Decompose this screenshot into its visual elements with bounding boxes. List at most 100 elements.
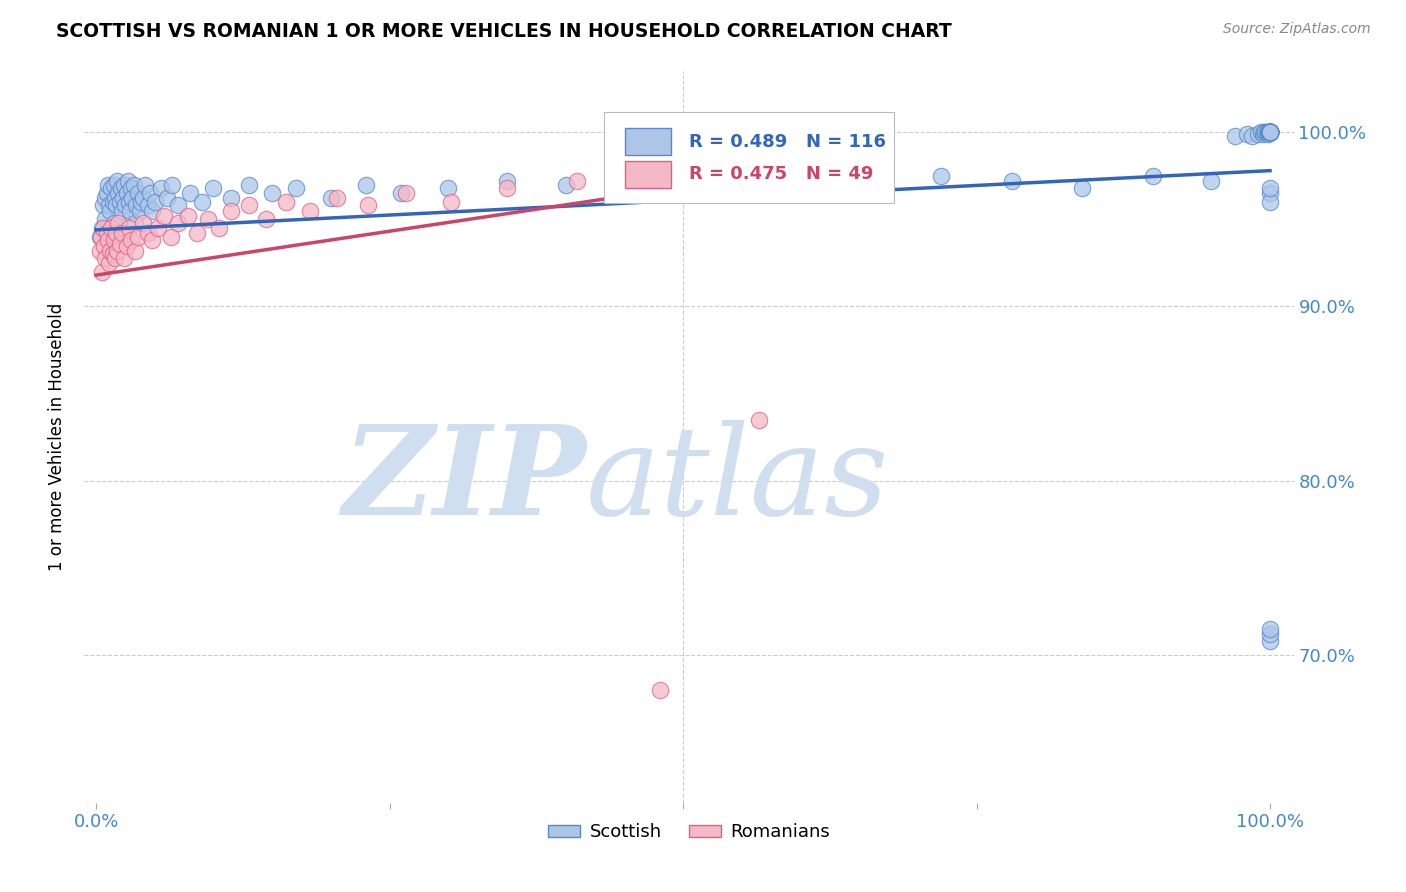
Point bbox=[96, 227, 118, 241]
Point bbox=[238, 178, 260, 192]
Point bbox=[440, 194, 463, 209]
Point bbox=[112, 192, 135, 206]
Point bbox=[108, 236, 131, 251]
Point bbox=[124, 244, 146, 258]
Point bbox=[127, 229, 149, 244]
Point bbox=[91, 221, 114, 235]
Point bbox=[104, 192, 127, 206]
FancyBboxPatch shape bbox=[624, 161, 671, 188]
Point bbox=[1254, 125, 1277, 139]
Point bbox=[1258, 181, 1281, 195]
Point bbox=[1258, 125, 1281, 139]
Legend: Scottish, Romanians: Scottish, Romanians bbox=[541, 816, 837, 848]
Point bbox=[91, 221, 114, 235]
Point bbox=[167, 198, 190, 212]
Point bbox=[103, 233, 125, 247]
Point bbox=[98, 256, 121, 270]
Point bbox=[262, 186, 284, 201]
Point bbox=[118, 221, 141, 235]
Point bbox=[94, 251, 117, 265]
Point bbox=[354, 178, 377, 192]
Point bbox=[97, 233, 120, 247]
Point bbox=[101, 247, 124, 261]
Point bbox=[176, 209, 198, 223]
Point bbox=[298, 203, 321, 218]
Text: Source: ZipAtlas.com: Source: ZipAtlas.com bbox=[1223, 22, 1371, 37]
FancyBboxPatch shape bbox=[624, 128, 671, 155]
Point bbox=[1257, 125, 1279, 139]
Point bbox=[1258, 125, 1281, 139]
Point bbox=[98, 244, 121, 258]
Point bbox=[554, 178, 576, 192]
Text: atlas: atlas bbox=[586, 420, 890, 541]
Point bbox=[148, 221, 170, 235]
Point bbox=[1258, 125, 1281, 139]
Point bbox=[276, 194, 298, 209]
Point bbox=[1258, 125, 1281, 139]
Point bbox=[117, 174, 139, 188]
Point bbox=[120, 181, 142, 195]
Point bbox=[105, 174, 128, 188]
Point bbox=[1258, 125, 1281, 139]
Point bbox=[219, 203, 242, 218]
Point bbox=[94, 192, 117, 206]
Y-axis label: 1 or more Vehicles in Household: 1 or more Vehicles in Household bbox=[48, 303, 66, 571]
Point bbox=[624, 181, 647, 195]
Point bbox=[190, 194, 212, 209]
Text: R = 0.475   N = 49: R = 0.475 N = 49 bbox=[689, 166, 873, 184]
Point bbox=[496, 181, 519, 195]
Point bbox=[160, 229, 183, 244]
Point bbox=[107, 216, 129, 230]
Point bbox=[1258, 186, 1281, 201]
Point bbox=[1258, 627, 1281, 641]
Point bbox=[91, 265, 114, 279]
Point bbox=[121, 192, 143, 206]
Point bbox=[254, 212, 277, 227]
Point bbox=[1258, 194, 1281, 209]
Point bbox=[1223, 128, 1246, 143]
Point bbox=[122, 178, 145, 192]
Point bbox=[115, 238, 138, 252]
Point bbox=[1257, 125, 1279, 139]
Point bbox=[1258, 125, 1281, 139]
Point bbox=[112, 178, 135, 192]
Point bbox=[111, 203, 134, 218]
Point bbox=[134, 178, 156, 192]
Point bbox=[1258, 125, 1281, 139]
Point bbox=[1258, 125, 1281, 139]
Point bbox=[128, 203, 150, 218]
Point bbox=[149, 181, 172, 195]
Point bbox=[105, 244, 128, 258]
Point bbox=[748, 412, 770, 426]
Point bbox=[110, 181, 132, 195]
Point bbox=[1247, 127, 1270, 141]
Point bbox=[319, 192, 342, 206]
Point bbox=[89, 229, 111, 244]
Text: ZIP: ZIP bbox=[343, 420, 586, 541]
Point bbox=[648, 682, 671, 697]
FancyBboxPatch shape bbox=[605, 112, 894, 203]
Point bbox=[1201, 174, 1223, 188]
Point bbox=[197, 212, 219, 227]
Point bbox=[93, 238, 115, 252]
Point bbox=[1258, 622, 1281, 636]
Point bbox=[107, 186, 129, 201]
Point bbox=[931, 169, 953, 183]
Point bbox=[96, 186, 118, 201]
Point bbox=[1258, 125, 1281, 139]
Point bbox=[1258, 125, 1281, 139]
Point bbox=[1253, 125, 1275, 139]
Point bbox=[1257, 125, 1279, 139]
Point bbox=[238, 198, 260, 212]
Point bbox=[98, 198, 121, 212]
Point bbox=[357, 198, 380, 212]
Point bbox=[859, 178, 882, 192]
Point bbox=[91, 198, 114, 212]
Point bbox=[111, 227, 134, 241]
Point bbox=[127, 186, 149, 201]
Point bbox=[89, 244, 111, 258]
Point bbox=[437, 181, 460, 195]
Point bbox=[186, 227, 208, 241]
Point bbox=[132, 192, 155, 206]
Point bbox=[1258, 125, 1281, 139]
